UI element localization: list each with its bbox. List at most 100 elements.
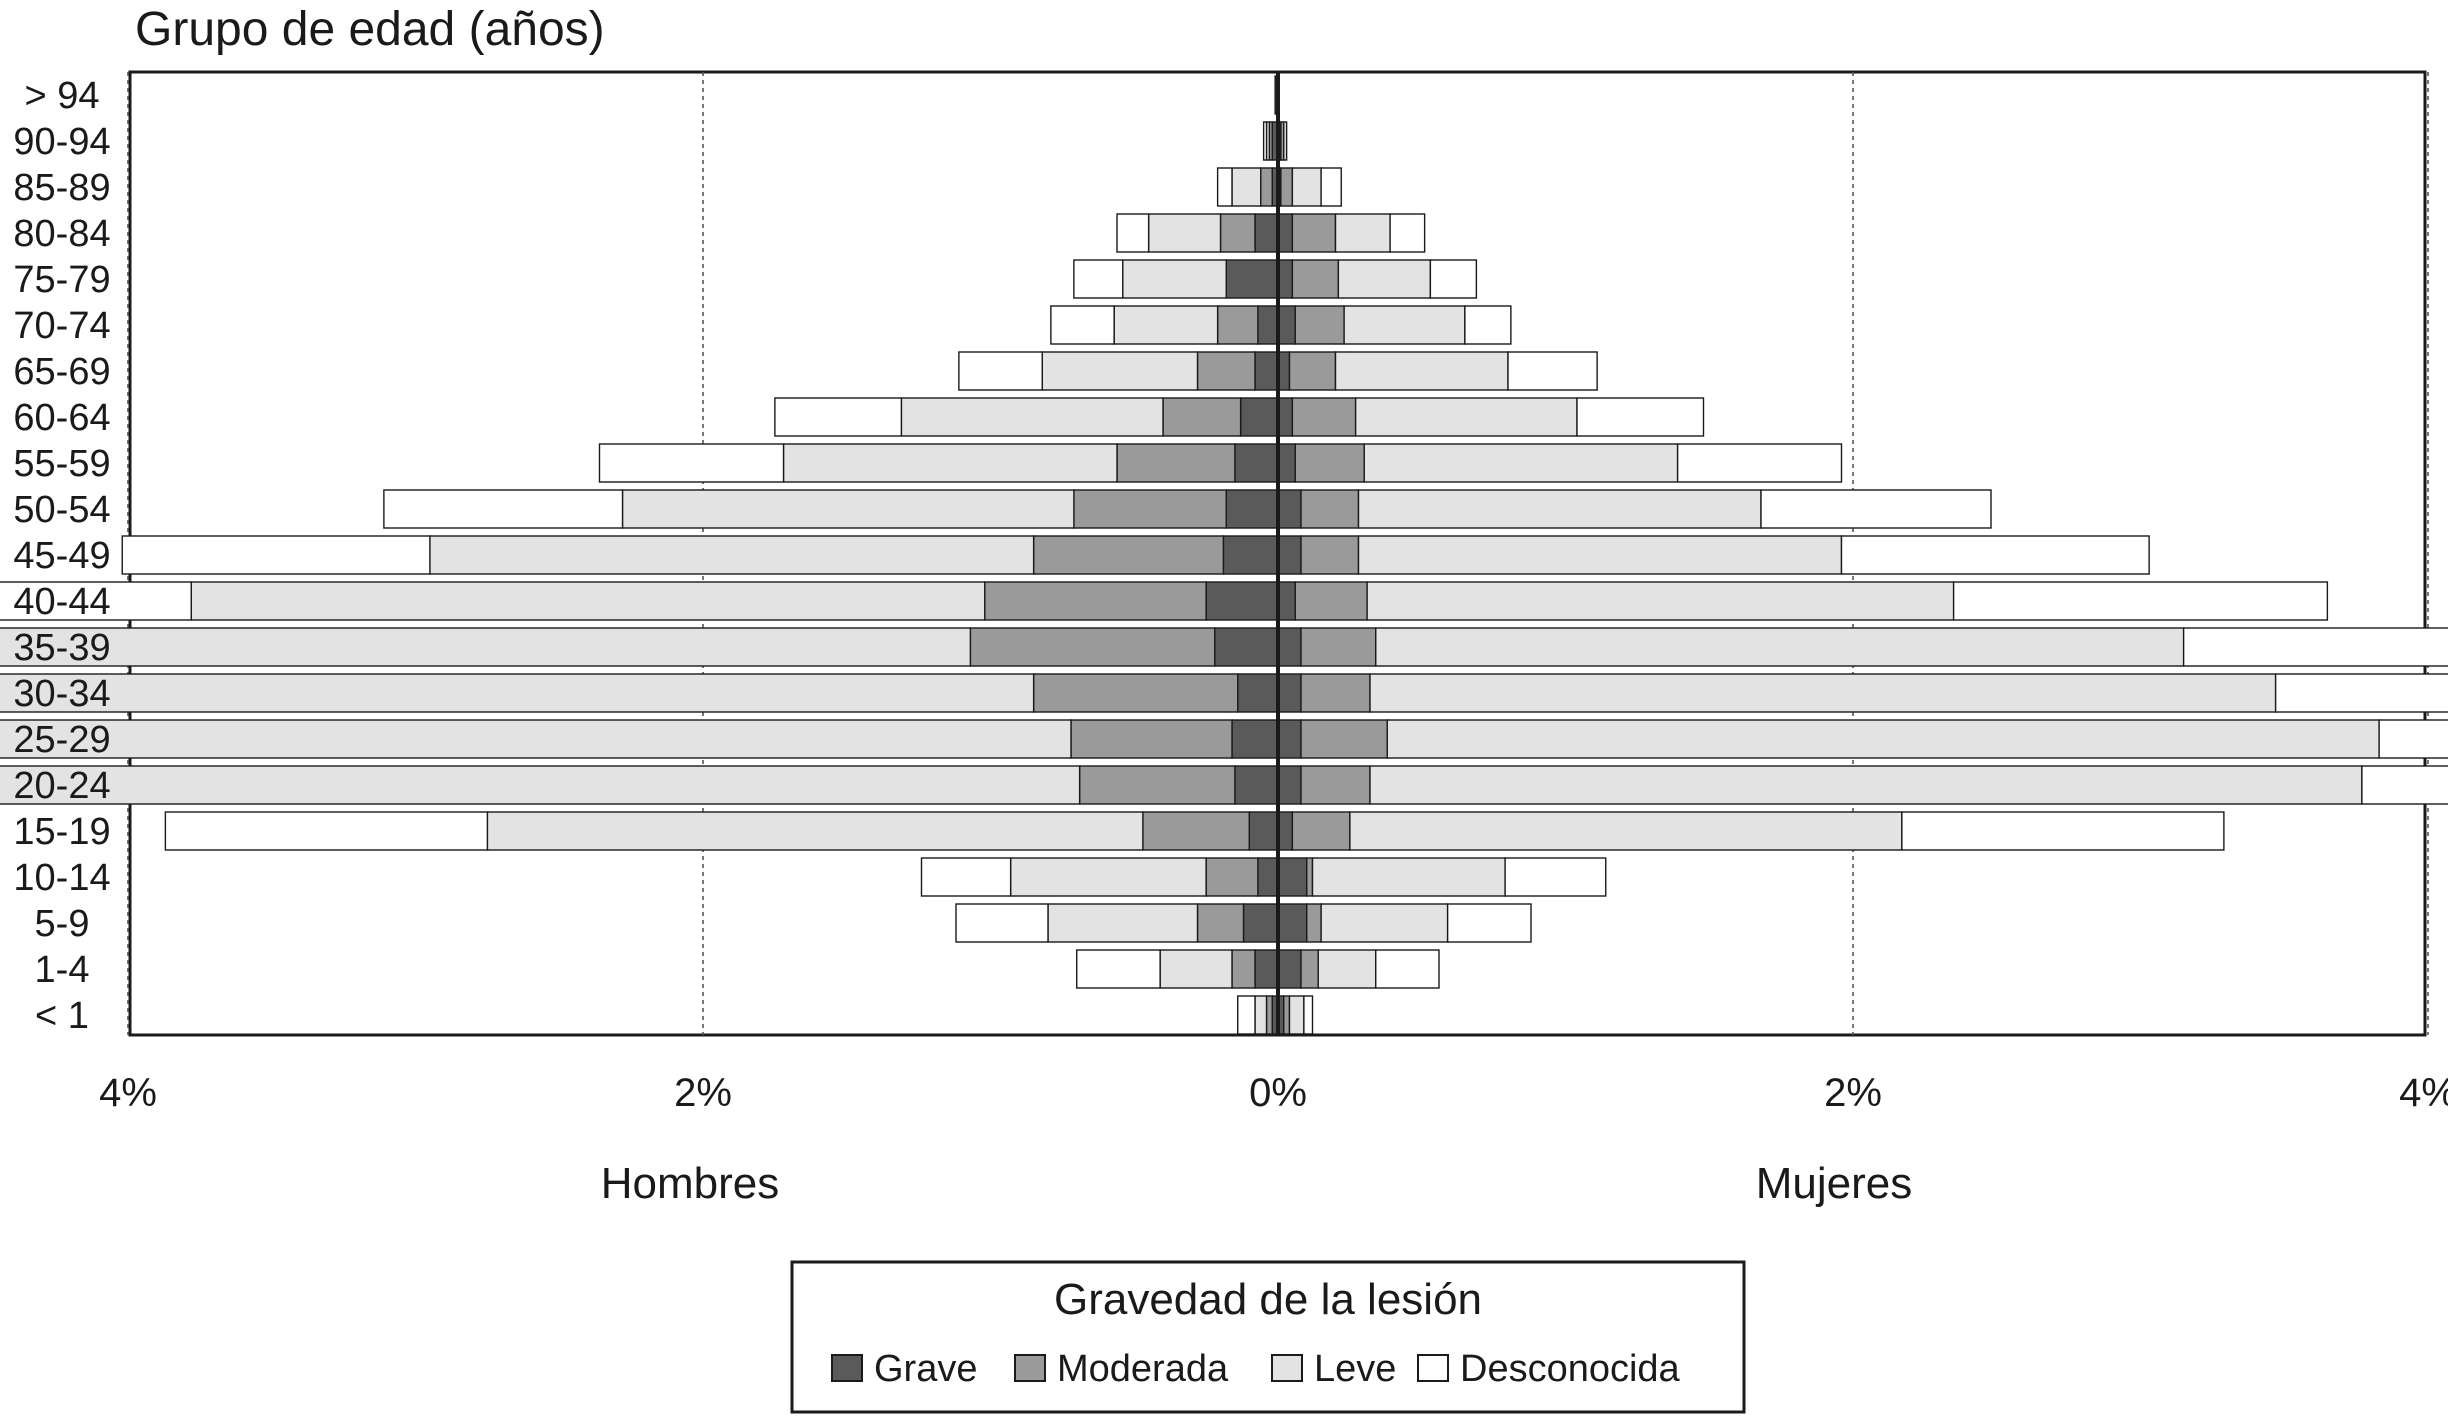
bar-hombres-leve bbox=[0, 673, 1035, 713]
bar-mujeres-grave bbox=[1277, 719, 1302, 759]
bar-mujeres-grave bbox=[1277, 765, 1302, 805]
bar-hombres-moderada bbox=[984, 581, 1207, 621]
age-group-label: 75-79 bbox=[13, 259, 110, 301]
bar-hombres-desconocida bbox=[1073, 259, 1124, 299]
bar-hombres-moderada bbox=[1265, 995, 1273, 1035]
bar-hombres-leve bbox=[1254, 995, 1268, 1035]
legend-items: Grave Moderada Leve Desconocida bbox=[831, 1348, 1681, 1390]
x-tick-label: 0% bbox=[1249, 1071, 1307, 1115]
age-group-label: 35-39 bbox=[13, 627, 110, 669]
bar-hombres-desconocida bbox=[1116, 213, 1150, 253]
bar-mujeres-desconocida bbox=[1389, 213, 1426, 253]
bar-hombres-moderada bbox=[1231, 949, 1256, 989]
bar-mujeres-moderada bbox=[1300, 627, 1377, 667]
bar-hombres-leve bbox=[1122, 259, 1227, 299]
bar-hombres-desconocida bbox=[164, 811, 489, 851]
bar-hombres-leve bbox=[782, 443, 1118, 483]
bar-mujeres-grave bbox=[1277, 903, 1308, 943]
bar-mujeres-leve bbox=[1369, 765, 2363, 805]
x-tick-labels: 8%6%4%2%0%2%4%6%8% bbox=[99, 1071, 2448, 1115]
bar-mujeres-desconocida bbox=[2182, 627, 2448, 667]
bar-hombres-moderada bbox=[1196, 351, 1256, 391]
age-group-label: < 1 bbox=[35, 995, 89, 1037]
age-group-label: 5-9 bbox=[35, 903, 90, 945]
chart-title: Grupo de edad (años) bbox=[135, 3, 605, 56]
bar-mujeres-leve bbox=[1288, 995, 1305, 1035]
bar-hombres-grave bbox=[1248, 811, 1279, 851]
bar-hombres-leve bbox=[486, 811, 1144, 851]
bar-mujeres-leve bbox=[1375, 627, 2185, 667]
bar-hombres-moderada bbox=[1162, 397, 1242, 437]
bar-hombres-moderada bbox=[1196, 903, 1245, 943]
bar-hombres-leve bbox=[621, 489, 1075, 529]
bar-mujeres-grave bbox=[1277, 627, 1302, 667]
bar-hombres-desconocida bbox=[955, 903, 1049, 943]
bar-mujeres-moderada bbox=[1300, 535, 1360, 575]
bar-mujeres-grave bbox=[1277, 811, 1294, 851]
bar-mujeres-grave bbox=[1277, 305, 1296, 345]
x-tick-label: 2% bbox=[674, 1071, 732, 1115]
bar-hombres-moderada bbox=[1116, 443, 1236, 483]
bar-mujeres-leve bbox=[1291, 167, 1322, 207]
legend-label-moderada: Moderada bbox=[1057, 1348, 1229, 1390]
age-group-label: 65-69 bbox=[13, 351, 110, 393]
age-group-labels: < 11-45-910-1415-1920-2425-2930-3435-394… bbox=[13, 75, 110, 1037]
age-group-label: 70-74 bbox=[13, 305, 110, 347]
bar-mujeres-leve bbox=[1349, 811, 1903, 851]
bar-hombres-moderada bbox=[1073, 489, 1227, 529]
bar-mujeres-leve bbox=[1386, 719, 2380, 759]
bar-mujeres-moderada bbox=[1291, 213, 1337, 253]
legend: Gravedad de la lesión Grave Moderada Leve D… bbox=[790, 1260, 1746, 1414]
bar-hombres-moderada bbox=[1216, 305, 1259, 345]
bar-mujeres-leve bbox=[1334, 351, 1509, 391]
bar-hombres-moderada bbox=[1078, 765, 1236, 805]
bar-hombres-moderada bbox=[1142, 811, 1250, 851]
bar-mujeres-grave bbox=[1277, 443, 1296, 483]
bar-mujeres-moderada bbox=[1300, 673, 1371, 713]
bar-mujeres-moderada bbox=[1294, 581, 1368, 621]
age-group-label: 40-44 bbox=[13, 581, 110, 623]
age-group-label: 15-19 bbox=[13, 811, 110, 853]
bar-hombres-leve bbox=[190, 581, 986, 621]
bar-hombres-desconocida bbox=[121, 535, 431, 575]
bar-mujeres-desconocida bbox=[1576, 397, 1705, 437]
bar-mujeres-leve bbox=[1317, 949, 1377, 989]
bar-hombres-desconocida bbox=[383, 489, 624, 529]
bar-hombres-leve bbox=[1047, 903, 1199, 943]
bar-mujeres-grave bbox=[1277, 949, 1302, 989]
age-group-label: 1-4 bbox=[35, 949, 90, 991]
age-group-label: 30-34 bbox=[13, 673, 110, 715]
bar-hombres-moderada bbox=[1219, 213, 1256, 253]
bar-hombres-grave bbox=[1257, 857, 1279, 897]
bar-hombres-desconocida bbox=[920, 857, 1012, 897]
bar-hombres-leve bbox=[1147, 213, 1222, 253]
bar-hombres-grave bbox=[1225, 489, 1279, 529]
bar-mujeres-moderada bbox=[1294, 443, 1365, 483]
bar-hombres-desconocida bbox=[1237, 995, 1256, 1035]
bar-mujeres-grave bbox=[1277, 213, 1294, 253]
age-group-label: 10-14 bbox=[13, 857, 110, 899]
bar-mujeres-desconocida bbox=[2274, 673, 2448, 713]
bar-hombres-desconocida bbox=[774, 397, 903, 437]
legend-title: Gravedad de la lesión bbox=[1054, 1275, 1482, 1324]
bar-mujeres-moderada bbox=[1280, 167, 1294, 207]
bar-mujeres-desconocida bbox=[1507, 351, 1598, 391]
bar-hombres-leve bbox=[1009, 857, 1207, 897]
bar-mujeres-desconocida bbox=[1303, 995, 1314, 1035]
bar-mujeres-leve bbox=[1366, 581, 1955, 621]
bar-mujeres-grave bbox=[1277, 857, 1308, 897]
bar-hombres-grave bbox=[1239, 397, 1279, 437]
bar-mujeres-leve bbox=[1354, 397, 1578, 437]
legend-box bbox=[790, 1260, 1746, 1414]
bar-mujeres-leve bbox=[1283, 121, 1288, 161]
bar-mujeres-leve bbox=[1343, 305, 1466, 345]
bar-hombres-moderada bbox=[969, 627, 1216, 667]
bar-mujeres-moderada bbox=[1300, 949, 1319, 989]
bar-hombres-leve bbox=[1159, 949, 1233, 989]
legend-swatch-moderada bbox=[1014, 1354, 1046, 1382]
bar-mujeres-leve bbox=[1311, 857, 1506, 897]
bar-mujeres-desconocida bbox=[2361, 765, 2448, 805]
legend-label-grave: Grave bbox=[874, 1348, 977, 1390]
x-tick-label: 4% bbox=[99, 1071, 157, 1115]
